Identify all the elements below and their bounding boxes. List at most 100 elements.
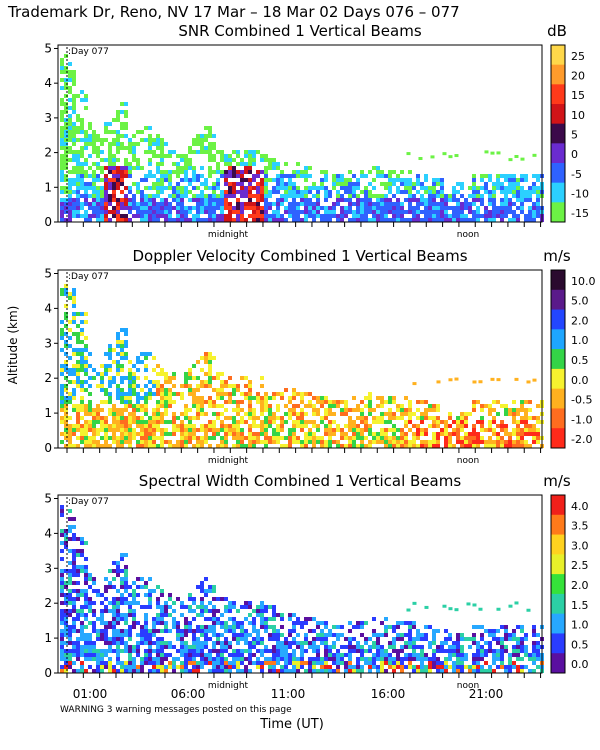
heatmap-cell xyxy=(304,661,308,665)
heatmap-cell xyxy=(508,665,512,669)
heatmap-cell xyxy=(236,432,240,436)
heatmap-cell xyxy=(252,158,256,162)
heatmap-cell xyxy=(356,661,360,665)
heatmap-cell xyxy=(444,641,448,645)
heatmap-cell xyxy=(436,190,440,194)
heatmap-cell xyxy=(336,653,340,657)
heatmap-cell xyxy=(256,424,260,428)
heatmap-cell xyxy=(196,665,200,669)
y-tick-label: 5 xyxy=(44,491,52,505)
heatmap-cell xyxy=(344,190,348,194)
heatmap-cell xyxy=(88,412,92,416)
heatmap-cell xyxy=(268,625,272,629)
heatmap-cell xyxy=(68,573,72,577)
heatmap-cell xyxy=(148,601,152,605)
heatmap-cell xyxy=(448,607,453,611)
heatmap-cell xyxy=(320,206,324,210)
heatmap-cell xyxy=(216,376,220,380)
heatmap-cell xyxy=(432,629,436,633)
heatmap-cell xyxy=(96,444,100,448)
heatmap-cell xyxy=(388,170,392,174)
heatmap-cell xyxy=(168,404,172,408)
heatmap-cell xyxy=(440,645,444,649)
heatmap-cell xyxy=(536,214,540,218)
heatmap-cell xyxy=(204,593,208,597)
heatmap-cell xyxy=(476,625,480,629)
heatmap-cell xyxy=(308,428,312,432)
heatmap-cell xyxy=(264,629,268,633)
heatmap-cell xyxy=(364,214,368,218)
heatmap-cell xyxy=(80,653,84,657)
heatmap-cell xyxy=(192,218,196,222)
heatmap-cell xyxy=(296,657,300,661)
heatmap-cell xyxy=(136,577,140,581)
heatmap-cell xyxy=(144,649,148,653)
heatmap-cell xyxy=(148,593,152,597)
heatmap-cell xyxy=(108,130,112,134)
heatmap-cell xyxy=(432,178,436,182)
heatmap-cell xyxy=(360,214,364,218)
heatmap-cell xyxy=(184,657,188,661)
heatmap-cell xyxy=(316,210,320,214)
heatmap-cell xyxy=(268,190,272,194)
heatmap-cell xyxy=(404,436,408,440)
heatmap-cell xyxy=(436,218,440,222)
heatmap-cell xyxy=(406,608,411,612)
heatmap-cell xyxy=(64,118,68,122)
heatmap-cell xyxy=(84,174,88,178)
heatmap-cell xyxy=(532,436,536,440)
heatmap-cell xyxy=(152,629,156,633)
heatmap-cell xyxy=(116,166,120,170)
heatmap-cell xyxy=(208,400,212,404)
heatmap-cell xyxy=(156,661,160,665)
heatmap-cell xyxy=(172,162,176,166)
heatmap-cell xyxy=(124,573,128,577)
heatmap-cell xyxy=(116,597,120,601)
heatmap-cell xyxy=(200,356,204,360)
heatmap-cell xyxy=(76,641,80,645)
heatmap-cell xyxy=(448,412,452,416)
heatmap-cell xyxy=(260,637,264,641)
heatmap-cell xyxy=(248,162,252,166)
heatmap-cell xyxy=(72,601,76,605)
heatmap-cell xyxy=(180,420,184,424)
heatmap-cell xyxy=(408,206,412,210)
heatmap-cell xyxy=(144,621,148,625)
heatmap-cell xyxy=(376,416,380,420)
heatmap-cell xyxy=(140,657,144,661)
heatmap-cell xyxy=(88,424,92,428)
heatmap-cell xyxy=(492,649,496,653)
heatmap-cell xyxy=(304,186,308,190)
heatmap-cell xyxy=(356,194,360,198)
heatmap-cell xyxy=(64,597,68,601)
heatmap-cell xyxy=(424,669,428,673)
heatmap-cell xyxy=(408,641,412,645)
heatmap-cell xyxy=(164,625,168,629)
heatmap-cell xyxy=(60,186,64,190)
heatmap-cell xyxy=(248,158,252,162)
heatmap-cell xyxy=(356,432,360,436)
heatmap-cell xyxy=(228,601,232,605)
colorbar-tick-label: 0.0 xyxy=(571,374,589,387)
heatmap-cell xyxy=(276,661,280,665)
heatmap-cell xyxy=(340,194,344,198)
heatmap-cell xyxy=(124,436,128,440)
heatmap-cell xyxy=(272,416,276,420)
heatmap-cell xyxy=(140,352,144,356)
heatmap-cell xyxy=(84,613,88,617)
heatmap-cell xyxy=(96,186,100,190)
heatmap-cell xyxy=(108,585,112,589)
heatmap-cell xyxy=(316,625,320,629)
heatmap-cell xyxy=(220,174,224,178)
heatmap-cell xyxy=(180,428,184,432)
heatmap-cell xyxy=(208,609,212,613)
heatmap-cell xyxy=(172,416,176,420)
heatmap-cell xyxy=(212,432,216,436)
heatmap-cell xyxy=(344,186,348,190)
heatmap-cell xyxy=(300,424,304,428)
heatmap-cell xyxy=(484,641,488,645)
heatmap-cell xyxy=(304,210,308,214)
heatmap-cell xyxy=(196,396,200,400)
heatmap-cell xyxy=(196,388,200,392)
heatmap-cell xyxy=(492,661,496,665)
